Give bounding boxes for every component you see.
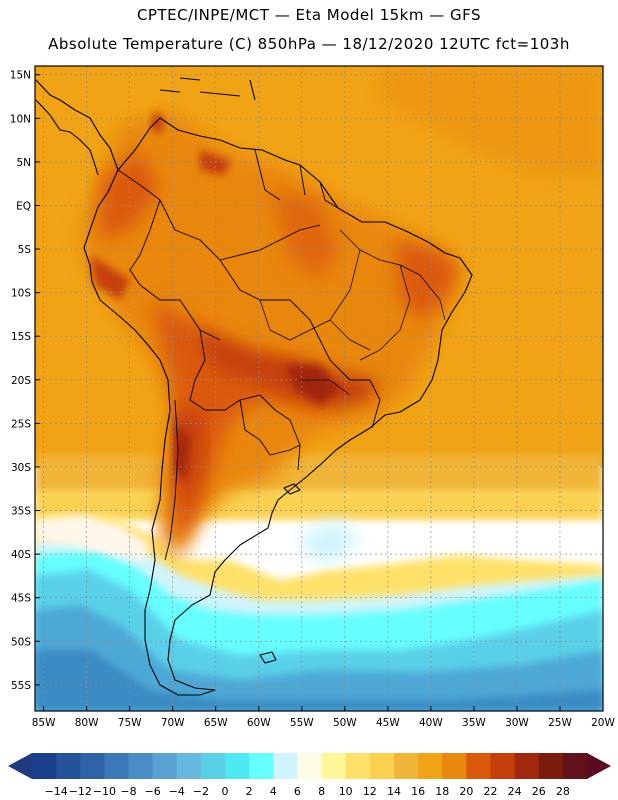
colorbar-box bbox=[418, 753, 443, 779]
colorbar-box bbox=[442, 753, 467, 779]
colorbar-label: −4 bbox=[169, 785, 185, 798]
colorbar-label: −10 bbox=[93, 785, 116, 798]
colorbar-label: 16 bbox=[411, 785, 425, 798]
colorbar-box bbox=[273, 753, 298, 779]
caribbean-islands bbox=[159, 77, 256, 101]
colorbar-box bbox=[56, 753, 81, 779]
colorbar-box bbox=[32, 753, 57, 779]
lon-label: 75W bbox=[118, 717, 142, 729]
colorbar-label: −14 bbox=[45, 785, 68, 798]
lat-label: 35S bbox=[11, 506, 31, 518]
coastlines bbox=[35, 77, 473, 696]
colorbar-box bbox=[297, 753, 323, 779]
colorbar-label: −8 bbox=[120, 785, 136, 798]
colorbar-labels: −14 −12 −10 −8 −6 −4 −2 0 2 4 6 8 10 12 14 16 18 20 22 24 26… bbox=[45, 785, 570, 798]
lat-label: 15S bbox=[11, 331, 31, 343]
colorbar-box bbox=[369, 753, 395, 779]
lat-label: 40S bbox=[11, 549, 31, 561]
lon-label: 85W bbox=[32, 717, 56, 729]
colorbar-box bbox=[393, 753, 419, 779]
colorbar-box bbox=[104, 753, 130, 779]
colorbar-label: 6 bbox=[294, 785, 301, 798]
colorbar-box bbox=[466, 753, 491, 779]
lat-label: 10N bbox=[10, 113, 31, 125]
colorbar-box bbox=[490, 753, 516, 779]
colorbar-label: 0 bbox=[222, 785, 229, 798]
colorbar-high-arrow bbox=[587, 753, 611, 779]
colorbar-box bbox=[200, 753, 226, 779]
colorbar-label: 2 bbox=[246, 785, 253, 798]
colorbar-label: 22 bbox=[483, 785, 497, 798]
uruguay-lagoon bbox=[283, 483, 301, 495]
colorbar-label: 24 bbox=[508, 785, 522, 798]
lon-label: 40W bbox=[419, 717, 443, 729]
lat-label: 10S bbox=[11, 288, 31, 300]
lon-label: 35W bbox=[462, 717, 486, 729]
lon-label: 55W bbox=[290, 717, 314, 729]
colorbar-box bbox=[562, 753, 588, 779]
colorbar-label: 10 bbox=[339, 785, 353, 798]
country-borders bbox=[117, 149, 381, 561]
map-frame bbox=[34, 65, 604, 712]
colorbar-label: 26 bbox=[532, 785, 546, 798]
lat-label: EQ bbox=[16, 200, 31, 212]
colorbar-label: 28 bbox=[556, 785, 570, 798]
chart-subtitle: Absolute Temperature (C) 850hPa — 18/12/… bbox=[48, 35, 570, 53]
colorbar-boxes bbox=[32, 753, 588, 779]
latitude-labels: 15N 10N 5N EQ 5S 10S 15S 20S 25S 30S 35S 40S 45S 50S 5… bbox=[10, 70, 32, 692]
colorbar-label: −6 bbox=[145, 785, 161, 798]
colorbar-label: −12 bbox=[69, 785, 92, 798]
colorbar-box bbox=[152, 753, 178, 779]
lat-label: 5S bbox=[18, 244, 32, 256]
lat-label: 55S bbox=[11, 680, 31, 692]
colorbar-box bbox=[538, 753, 564, 779]
lon-label: 20W bbox=[591, 717, 615, 729]
longitude-labels: 85W 80W 75W 70W 65W 60W 55W 50W 45W 40W 35W 30W 25W 2… bbox=[32, 717, 616, 729]
axis-ticks bbox=[35, 74, 604, 711]
central-america-coast-pacific bbox=[35, 99, 99, 176]
colorbar-label: 12 bbox=[363, 785, 377, 798]
lat-label: 15N bbox=[10, 70, 31, 82]
colorbar-low-arrow bbox=[8, 753, 32, 779]
central-america-coast bbox=[35, 79, 119, 171]
lon-label: 25W bbox=[548, 717, 572, 729]
lon-label: 30W bbox=[505, 717, 529, 729]
south-america-coast bbox=[83, 117, 473, 696]
lat-label: 20S bbox=[11, 375, 31, 387]
lat-label: 25S bbox=[11, 418, 31, 430]
colorbar-label: 18 bbox=[435, 785, 449, 798]
colorbar-label: 4 bbox=[270, 785, 277, 798]
colorbar-box bbox=[345, 753, 371, 779]
lon-label: 80W bbox=[75, 717, 99, 729]
lat-label: 50S bbox=[11, 636, 31, 648]
colorbar-box bbox=[514, 753, 540, 779]
lat-label: 5N bbox=[16, 157, 31, 169]
lon-label: 45W bbox=[376, 717, 400, 729]
colorbar-box bbox=[249, 753, 274, 779]
lon-label: 70W bbox=[161, 717, 185, 729]
lat-label: 45S bbox=[11, 593, 31, 605]
falklands bbox=[259, 651, 277, 664]
colorbar-label: 14 bbox=[387, 785, 401, 798]
colorbar-label: −2 bbox=[193, 785, 209, 798]
colorbar-label: 20 bbox=[459, 785, 473, 798]
lon-label: 50W bbox=[333, 717, 357, 729]
lon-label: 65W bbox=[204, 717, 228, 729]
colorbar-box bbox=[80, 753, 105, 779]
brazil-states bbox=[259, 229, 446, 396]
colorbar-box bbox=[225, 753, 250, 779]
chart-title: CPTEC/INPE/MCT — Eta Model 15km — GFS bbox=[136, 6, 482, 24]
colorbar-box bbox=[321, 753, 347, 779]
colorbar-box bbox=[128, 753, 154, 779]
colorbar-label: 8 bbox=[318, 785, 325, 798]
colorbar-box bbox=[176, 753, 202, 779]
lon-label: 60W bbox=[247, 717, 271, 729]
lat-label: 30S bbox=[11, 462, 31, 474]
